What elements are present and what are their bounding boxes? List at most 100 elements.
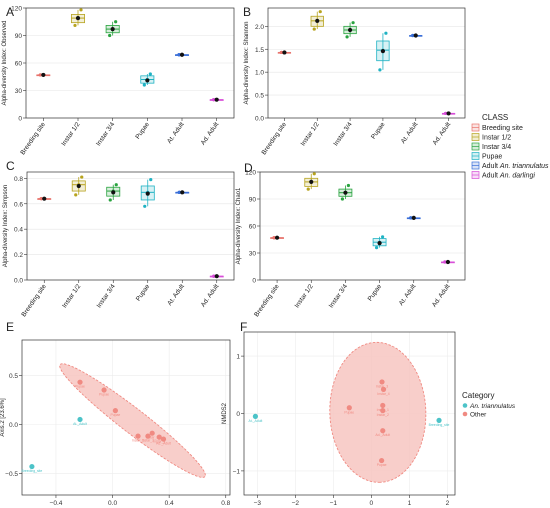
y-tick-label: 0	[236, 411, 240, 418]
data-point	[409, 216, 413, 220]
mean-point	[411, 215, 416, 220]
data-point	[143, 204, 147, 208]
sample-point	[380, 386, 387, 392]
mean-point	[282, 50, 287, 55]
mean-point	[446, 111, 451, 116]
x-tick-label: Instar 3/4	[328, 283, 349, 310]
legend-category: Category An. triannulatus Other	[462, 391, 516, 419]
x-tick-label: Instar 1/2	[294, 283, 315, 310]
sample-point	[380, 402, 386, 409]
x-tick-label: 1	[408, 500, 412, 507]
data-point	[443, 111, 448, 116]
x-tick-label: Pupae	[134, 121, 151, 141]
y-axis-label: Alpha-diversity Index: Shannon	[244, 21, 250, 104]
x-tick-label: Ad. Adult	[431, 283, 452, 308]
x-tick-label: Breeding site	[253, 283, 281, 318]
mean-point	[315, 18, 320, 23]
mean-point	[347, 27, 353, 33]
data-point	[108, 198, 112, 202]
x-tick-label: Ad. Adult	[432, 121, 453, 146]
sample-point	[29, 463, 35, 470]
sample-label: Instar_3	[146, 436, 158, 440]
y-tick-label: 120	[245, 170, 256, 177]
sample-label: Pupae	[344, 410, 354, 414]
y-tick-label: 0.0	[9, 422, 18, 429]
sample-point	[135, 433, 141, 439]
mean-point	[179, 52, 185, 57]
y-tick-label: 0.8	[14, 176, 23, 183]
data-point	[384, 31, 388, 35]
sample-label: Ad._Adult	[375, 433, 390, 437]
panel-letter: C	[6, 159, 15, 173]
panel-f-nmds: F −3 −2 −1 0 1 2 −1 0 1 At._Adult Breeding_site Pupa…	[222, 320, 456, 507]
y-tick-label: −1	[233, 468, 241, 475]
y-axis-label: Axis.2 [23.6%]	[0, 398, 6, 437]
y-tick-label: 0	[18, 116, 22, 123]
mean-point	[274, 235, 280, 240]
sample-label: Instar_4	[153, 440, 165, 444]
panel-letter: A	[6, 5, 14, 19]
x-tick-label: Instar 1/2	[300, 121, 321, 148]
data-point	[272, 236, 276, 240]
sample-point	[101, 387, 107, 393]
legend-label: Adult An. triannulatus	[482, 163, 549, 170]
data-point	[312, 172, 316, 176]
y-axis-label: Alpha-diversity Index: Chao1	[236, 187, 242, 264]
data-point	[306, 187, 310, 191]
sample-label: At._Adult	[73, 422, 87, 426]
mean-point	[145, 78, 150, 83]
data-point	[39, 197, 43, 201]
data-point	[279, 50, 284, 55]
sample-label: Pupae	[377, 463, 387, 467]
y-tick-label: 0.0	[14, 278, 23, 285]
data-point	[380, 235, 385, 239]
y-tick-label: 90	[249, 197, 257, 204]
x-tick-label: Pupae	[135, 283, 152, 303]
legend-title: Category	[462, 391, 494, 400]
y-tick-label: 2.0	[255, 24, 264, 31]
confidence-ellipse	[59, 363, 206, 478]
x-tick-label: At. Adult	[166, 283, 186, 307]
y-tick-label: 0.4	[14, 227, 23, 234]
x-tick-label: −1	[330, 500, 338, 507]
y-tick-label: 0.2	[14, 252, 23, 259]
data-point	[411, 33, 415, 38]
y-tick-label: 90	[15, 33, 23, 40]
y-axis-label: Alpha-diversity Index: Observed	[2, 20, 8, 105]
x-tick-label: Pupae	[367, 283, 384, 303]
plot-frame	[267, 7, 466, 119]
mean-point	[76, 183, 81, 189]
sample-label: Instar_3	[376, 384, 388, 388]
plot-frame	[259, 171, 466, 281]
plot-frame	[243, 331, 456, 496]
y-tick-label: 0.5	[255, 93, 264, 100]
x-tick-label: Ad. Adult	[200, 121, 221, 146]
x-tick-label: 0.0	[108, 500, 117, 507]
mean-point	[41, 72, 46, 78]
y-tick-label: 60	[249, 224, 257, 231]
mean-point	[42, 196, 47, 201]
x-tick-label: Breeding site	[261, 121, 289, 156]
x-tick-label: Ad. Adult	[200, 283, 221, 308]
mean-point	[180, 190, 185, 195]
y-tick-label: 1.0	[255, 70, 264, 77]
panel-a-observed: A 0 30 60 90 120 Alpha-diversity Index: Observ…	[2, 5, 235, 156]
mean-point	[75, 15, 81, 21]
y-tick-label: 0.6	[14, 201, 23, 208]
legend-label: Breeding site	[482, 125, 523, 132]
sample-point	[379, 457, 385, 464]
x-tick-label: 0	[370, 500, 374, 507]
legend-key	[462, 411, 468, 417]
mean-point	[110, 26, 115, 32]
panel-letter: E	[6, 320, 14, 334]
sample-label: Instar_2	[377, 413, 389, 417]
y-tick-label: 0	[252, 278, 256, 285]
plot-frame	[26, 171, 235, 281]
sample-point	[145, 433, 151, 439]
x-tick-label: −3	[254, 500, 262, 507]
y-tick-label: −0.5	[5, 471, 18, 478]
mean-point	[445, 259, 451, 265]
data-point	[74, 193, 78, 197]
legend-label: Pupae	[482, 154, 502, 161]
sample-label: Instar_1	[132, 439, 144, 443]
